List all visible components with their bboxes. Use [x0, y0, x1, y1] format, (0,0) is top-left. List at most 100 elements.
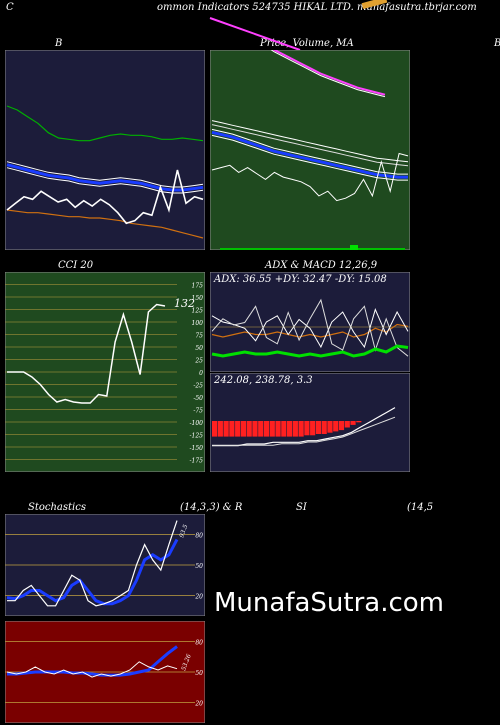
macd-histogram-bar: [304, 421, 310, 436]
cci-tick-label: -175: [190, 458, 204, 465]
top-trend-overlay: [209, 0, 388, 50]
macd-histogram-bar: [292, 421, 298, 437]
adx-macd-title: ADX & MACD 12,26,9: [265, 260, 378, 271]
price-long-ema-line: [211, 120, 409, 163]
cci-tick-label: -100: [190, 420, 204, 427]
bollinger-middle-line-shadow: [6, 161, 204, 188]
price-ma-chart: [210, 50, 410, 250]
macd-readout: 242.08, 238.78, 3.3: [214, 375, 313, 386]
cci-tick-label: -75: [193, 408, 203, 415]
adx-readout: ADX: 36.55 +DY: 32.47 -DY: 15.08: [214, 274, 387, 285]
macd-histogram-bar: [229, 421, 235, 437]
cci-tick-label: -150: [190, 445, 204, 452]
stochastics-value: 93.5: [178, 524, 189, 539]
cci-tick-label: 25: [194, 358, 203, 365]
macd-histogram-bar: [310, 421, 316, 436]
cci-tick-label: 75: [195, 333, 203, 340]
cci-line: [7, 303, 166, 404]
cci-tick-label: 125: [192, 308, 204, 315]
stochastics-panel: 80 50 20 93.5: [5, 514, 205, 616]
macd-histogram-bar: [223, 421, 229, 437]
macd-histogram-bar: [275, 421, 281, 437]
price-ma-title: Price, Volume, MA: [260, 38, 354, 49]
stochastics-title: Stochastics: [28, 502, 86, 513]
chart-header-title: ommon Indicators 524735 HIKAL LTD. munaf…: [157, 2, 477, 13]
bollinger-bg: [5, 50, 205, 250]
cci-tick-label: -125: [190, 433, 204, 440]
volume-base-bar: [220, 248, 405, 250]
rsi-tick-label: 50: [195, 670, 203, 677]
stochastics-params: (14,3,3) & R: [180, 502, 243, 513]
price-ma-bg: [210, 50, 410, 250]
bollinger-price-line: [6, 169, 204, 225]
macd-histogram-bar: [287, 421, 293, 437]
macd-histogram-bar: [252, 421, 258, 437]
macd-histogram-bar: [350, 421, 356, 425]
rsi-tick-label: 80: [195, 639, 203, 646]
macd-panel: [210, 373, 410, 472]
macd-histogram-bar: [263, 421, 270, 437]
adx-chart: [210, 272, 410, 372]
header-left: C: [6, 2, 14, 13]
volume-spike-bar: [350, 245, 358, 250]
cci-panel: 175 150 125 100 75 50 25 0 -25 -50 -75 -100 -125 -150…: [5, 272, 205, 472]
macd-signal-line: [212, 416, 396, 446]
stochastics-tick-label: 80: [195, 532, 203, 539]
bollinger-middle-line: [6, 163, 204, 192]
macd-histogram-bar: [315, 421, 322, 434]
macd-histogram-bar: [338, 421, 345, 431]
macd-histogram-bar: [212, 421, 218, 437]
rsi-line: [6, 661, 178, 678]
cci-tick-label: -50: [193, 395, 203, 402]
adx-line: [211, 323, 409, 338]
rsi-params: (14,5: [407, 502, 434, 513]
adx-panel: [210, 272, 410, 372]
macd-chart: [210, 373, 410, 472]
macd-histogram-bar: [246, 421, 252, 437]
top-trend-line: [209, 17, 301, 50]
price-long-ma-outline: [270, 50, 386, 98]
price-short-ema-outline-bottom: [211, 134, 408, 181]
bollinger-upper-line: [6, 105, 204, 142]
stochastics-tick-label: 50: [195, 563, 203, 570]
macd-histogram-bar: [258, 421, 264, 437]
top-marker: [361, 0, 388, 10]
price-long-ema-line-2: [211, 124, 409, 167]
macd-line: [212, 407, 396, 447]
cci-value: 132: [174, 297, 195, 310]
cci-tick-label: 150: [192, 295, 204, 302]
macd-histogram-bar: [327, 421, 333, 433]
cci-title: CCI 20: [58, 260, 94, 271]
bollinger-chart: [5, 50, 205, 250]
price-close-line: [211, 152, 409, 202]
bollinger-title: B: [55, 38, 63, 49]
price-long-ma-line: [272, 50, 386, 96]
cci-chart: 175 150 125 100 75 50 25 0 -25 -50 -75 -100 -125 -150…: [5, 272, 205, 472]
stochastics-chart: 80 50 20 93.5: [5, 514, 205, 616]
stochastics-tick-label: 20: [194, 594, 203, 601]
cci-tick-label: -25: [193, 383, 203, 390]
rsi-label: SI: [296, 502, 307, 513]
adx-trend-line: [211, 344, 409, 358]
rsi-tick-label: 20: [194, 701, 203, 708]
macd-histogram-bar: [298, 421, 304, 437]
cci-tick-label: 0: [199, 370, 203, 377]
macd-histogram-bar: [240, 421, 247, 437]
cci-tick-label: 175: [192, 283, 204, 290]
plus-di-line: [211, 308, 409, 349]
adx-bg: [210, 272, 410, 372]
macd-histogram-bar: [344, 421, 350, 428]
cci-tick-label: 50: [195, 345, 203, 352]
price-short-ema-line: [211, 130, 408, 179]
rsi-average-line: [7, 645, 178, 677]
watermark: MunafaSutra.com: [214, 588, 445, 618]
cci-tick-label: 100: [192, 320, 204, 327]
stochastics-k-line: [7, 520, 178, 607]
macd-histogram-bar: [356, 421, 362, 423]
macd-histogram-bar: [281, 421, 287, 437]
macd-histogram-bar: [217, 421, 223, 437]
right-edge-title: B: [494, 38, 500, 49]
macd-histogram-bar: [269, 421, 275, 437]
bollinger-middle-line-outline: [6, 167, 204, 194]
